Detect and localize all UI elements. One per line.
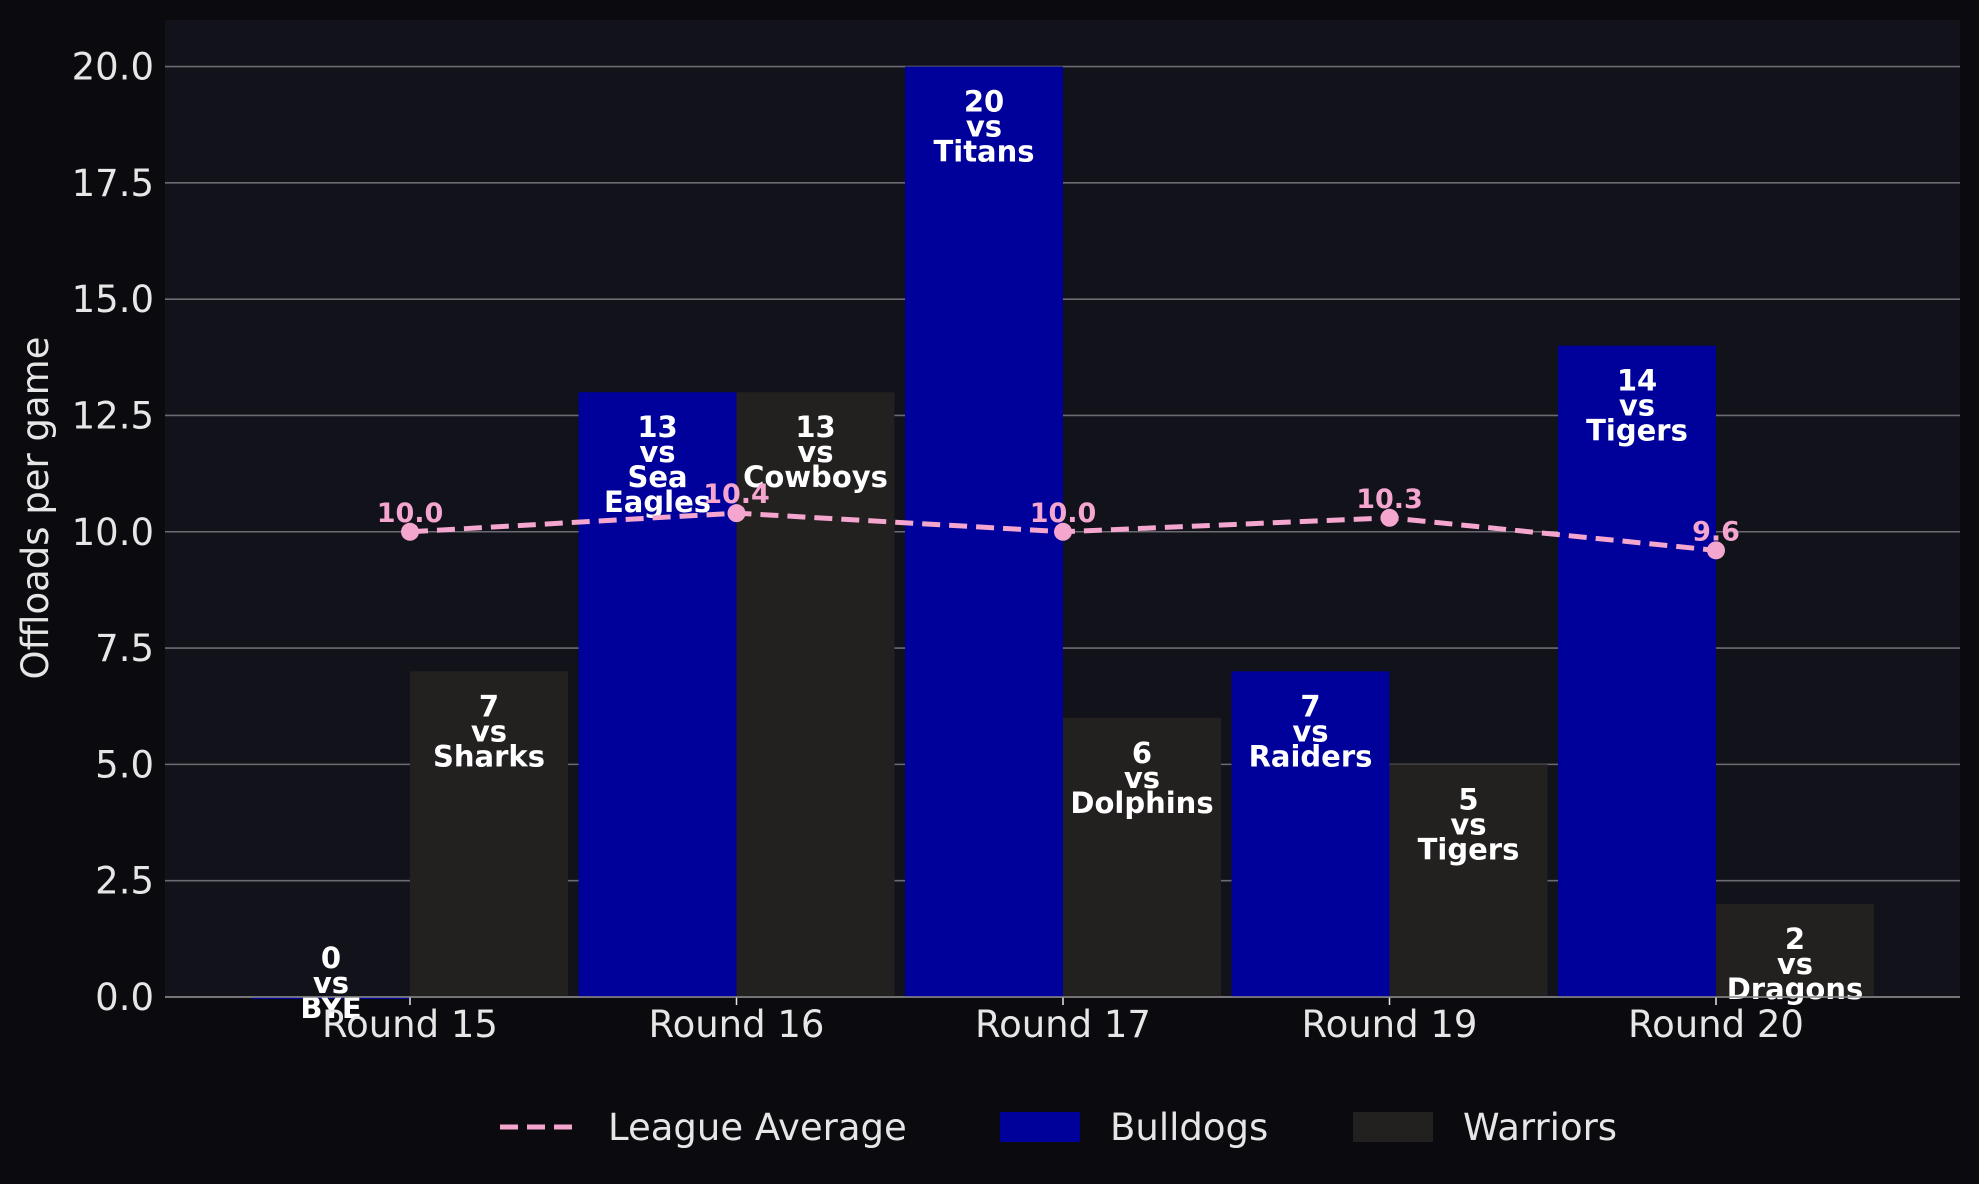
y-tick-label: 10.0 (72, 511, 154, 554)
x-tick-label: Round 19 (1302, 1003, 1478, 1046)
league-average-label: 10.0 (1030, 498, 1097, 529)
y-tick-label: 0.0 (95, 976, 154, 1019)
warriors-bar-label: 6 vs Dolphins (1070, 736, 1213, 820)
legend-swatch-bulldogs (1000, 1112, 1080, 1142)
legend-label-league-average: League Average (608, 1106, 907, 1149)
league-average-label: 10.0 (377, 498, 444, 529)
y-tick-label: 20.0 (72, 46, 154, 89)
bars (252, 66, 1874, 999)
league-average-point (1707, 541, 1725, 560)
league-average-label: 10.3 (1356, 484, 1423, 515)
bulldogs-bar (252, 997, 410, 999)
warriors-bar (1716, 903, 1874, 997)
x-tick-label: Round 16 (649, 1003, 825, 1046)
bulldogs-bar-label: 14 vs Tigers (1586, 364, 1688, 448)
legend-label-bulldogs: Bulldogs (1110, 1106, 1268, 1149)
y-tick-label: 5.0 (95, 743, 154, 786)
league-average-label: 10.4 (703, 479, 770, 510)
legend-swatch-warriors (1353, 1112, 1433, 1142)
y-tick-labels: 0.0 2.5 5.0 7.5 10.0 12.5 15.0 17.5 20.0 (72, 46, 154, 1019)
y-tick-label: 7.5 (95, 627, 154, 670)
league-average-point (1054, 522, 1072, 541)
warriors-bar-label: 5 vs Tigers (1418, 782, 1520, 866)
bar-labels: 0 vs BYE 7 vs Sharks 13 vs Sea Eagles 13 vs Cowboys 2… (300, 85, 1863, 1025)
league-average-label: 9.6 (1692, 516, 1740, 547)
league-average-line: 10.0 10.4 10.0 10.3 9.6 (377, 479, 1740, 560)
x-tick-label: Round 17 (975, 1003, 1151, 1046)
x-tick-label: Round 20 (1628, 1003, 1804, 1046)
y-tick-label: 2.5 (95, 860, 154, 903)
x-tick-label: Round 15 (322, 1003, 498, 1046)
bulldogs-bar (1231, 671, 1390, 997)
bulldogs-bar-label: 0 vs BYE (300, 941, 361, 1025)
warriors-bar (1063, 717, 1221, 997)
warriors-bar-label: 2 vs Dragons (1727, 922, 1864, 1006)
legend: League Average Bulldogs Warriors (500, 1106, 1617, 1149)
bulldogs-bar-label: 13 vs Sea Eagles (604, 410, 711, 519)
y-axis-title: Offloads per game (14, 337, 57, 680)
legend-label-warriors: Warriors (1463, 1106, 1617, 1149)
warriors-bar-label: 7 vs Sharks (433, 689, 545, 773)
bulldogs-bar (1558, 345, 1716, 998)
warriors-bar (1389, 764, 1548, 997)
bulldogs-bar (578, 392, 737, 997)
warriors-bar (410, 671, 568, 997)
y-tick-label: 12.5 (72, 394, 154, 437)
warriors-bar (736, 392, 895, 997)
y-tick-label: 17.5 (72, 162, 154, 205)
x-tick-labels: Round 15 Round 16 Round 17 Round 19 Round 20 (165, 996, 1960, 1046)
league-average-point (401, 522, 419, 541)
y-tick-label: 15.0 (72, 278, 154, 321)
league-average-point (1380, 508, 1399, 527)
warriors-bar-label: 13 vs Cowboys (743, 410, 888, 494)
bulldogs-bar-label: 7 vs Raiders (1249, 689, 1373, 773)
league-average-point (727, 504, 746, 523)
bulldogs-bar-label: 20 vs Titans (933, 85, 1034, 169)
